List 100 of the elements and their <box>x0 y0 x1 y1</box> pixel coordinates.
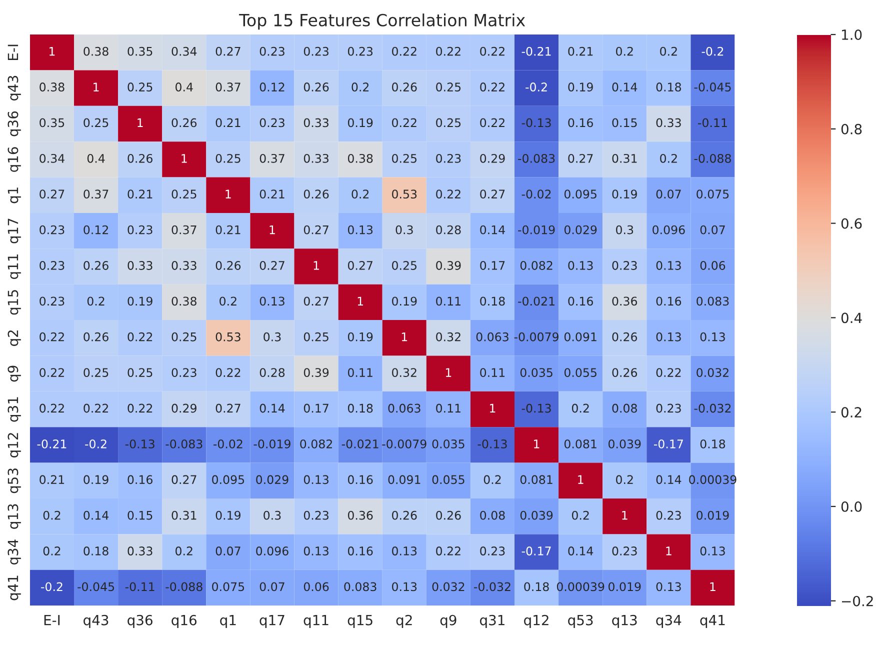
data-label: -0.02 <box>522 190 551 199</box>
data-label: 0.3 <box>396 225 413 234</box>
data-label: 0.2 <box>484 475 501 484</box>
data-label: 0.23 <box>128 225 152 234</box>
x-tick-label: q2 <box>396 614 412 628</box>
data-label: 0.15 <box>612 118 637 128</box>
data-label: 0.11 <box>436 296 460 306</box>
data-label: 0.16 <box>128 475 152 484</box>
data-label: 0.25 <box>84 118 108 128</box>
data-label: 1 <box>138 118 143 128</box>
data-label: 0.29 <box>480 154 505 163</box>
x-tick-label: q41 <box>700 615 725 628</box>
data-label: 0.35 <box>128 46 152 56</box>
data-label: 0.25 <box>128 82 152 92</box>
x-tick-label: q16 <box>172 614 196 628</box>
data-label: -0.17 <box>654 439 683 448</box>
data-label: 0.055 <box>432 475 464 484</box>
data-label: 0.063 <box>476 332 508 342</box>
data-label: 0.37 <box>216 82 240 92</box>
data-label: 1 <box>226 190 231 198</box>
x-tick-label: q12 <box>524 614 548 628</box>
data-label: 0.22 <box>436 46 460 56</box>
data-label: -0.21 <box>37 439 66 448</box>
data-label: -0.02 <box>213 439 242 448</box>
data-label: -0.045 <box>694 82 731 92</box>
data-label: 0.38 <box>84 46 108 56</box>
data-label: 1 <box>578 475 584 484</box>
data-label: 0.23 <box>172 368 196 378</box>
data-label: 0.091 <box>388 475 420 484</box>
data-label: 0.11 <box>480 368 505 378</box>
data-label: 0.26 <box>304 190 329 199</box>
data-label: -0.2 <box>526 82 547 92</box>
data-label: 0.07 <box>656 190 681 199</box>
data-label: 0.2 <box>616 46 633 56</box>
data-label: 0.19 <box>348 332 373 342</box>
data-label: 0.4 <box>176 82 193 92</box>
data-label: 0.3 <box>264 510 281 520</box>
x-tick-label: q34 <box>656 614 682 628</box>
color-bar-label: 0.6 <box>841 218 862 229</box>
data-label: -0.11 <box>125 582 154 592</box>
color-bar-label: 0.2 <box>841 407 862 418</box>
data-label: 0.12 <box>84 225 108 234</box>
data-label: 0.18 <box>480 296 505 306</box>
data-label: 0.34 <box>40 154 64 163</box>
x-tick-label: q36 <box>128 614 152 628</box>
data-label: 0.53 <box>392 190 417 199</box>
data-label: 0.2 <box>176 546 192 556</box>
data-label: 0.3 <box>616 225 634 234</box>
data-label: 0.06 <box>700 261 726 270</box>
data-label: 0.07 <box>700 225 725 234</box>
data-label: -0.021 <box>518 296 554 306</box>
data-label: 0.22 <box>40 404 64 413</box>
data-label: 0.19 <box>216 510 240 520</box>
data-label: 0.23 <box>40 261 64 270</box>
data-label: 0.31 <box>612 154 637 163</box>
data-label: 0.22 <box>216 368 240 378</box>
data-label: 0.075 <box>212 582 244 592</box>
data-label: 0.2 <box>43 546 60 556</box>
data-label: 0.27 <box>304 225 328 234</box>
data-label: 0.2 <box>43 510 60 520</box>
data-label: 0.091 <box>564 332 596 342</box>
data-label: 0.11 <box>436 404 460 413</box>
data-label: -0.088 <box>166 582 202 592</box>
data-label: 0.25 <box>304 332 328 342</box>
x-tick-label: q1 <box>220 615 236 628</box>
data-label: 0.19 <box>348 118 373 128</box>
data-label: 0.33 <box>304 154 328 163</box>
data-label: 1 <box>622 510 628 520</box>
x-tick-label: q13 <box>612 614 637 628</box>
data-label: 0.23 <box>480 546 505 556</box>
data-label: 0.15 <box>128 510 152 520</box>
data-label: 0.16 <box>656 296 682 306</box>
data-label: 0.25 <box>436 82 461 92</box>
y-tick-label: q53 <box>8 468 21 494</box>
data-label: 0.2 <box>220 296 236 306</box>
data-label: 0.083 <box>696 296 729 306</box>
data-label: 0.019 <box>608 582 641 592</box>
data-label: 0.08 <box>480 510 505 520</box>
y-tick-label: q1 <box>8 188 21 204</box>
data-label: 0.19 <box>128 296 152 306</box>
data-label: 0.063 <box>388 404 420 413</box>
data-label: 0.082 <box>300 439 332 448</box>
data-label: 0.14 <box>480 225 505 234</box>
data-label: 0.21 <box>260 190 284 199</box>
data-label: 0.22 <box>392 46 416 56</box>
data-label: 0.13 <box>568 261 593 270</box>
data-label: 0.23 <box>304 510 328 520</box>
data-label: 0.27 <box>480 190 505 199</box>
data-label: 0.36 <box>612 296 638 306</box>
data-label: 0.35 <box>40 118 64 128</box>
data-label: 0.06 <box>304 582 329 592</box>
data-label: 0.16 <box>348 546 373 556</box>
y-tick-label: q43 <box>8 76 21 101</box>
data-label: 0.25 <box>216 154 240 163</box>
x-tick-label: q53 <box>568 614 593 628</box>
data-label: -0.032 <box>694 404 731 413</box>
data-label: -0.11 <box>698 118 727 128</box>
data-label: 0.27 <box>172 475 196 484</box>
data-label: 0.14 <box>260 404 285 413</box>
data-label: 0.18 <box>700 439 726 448</box>
